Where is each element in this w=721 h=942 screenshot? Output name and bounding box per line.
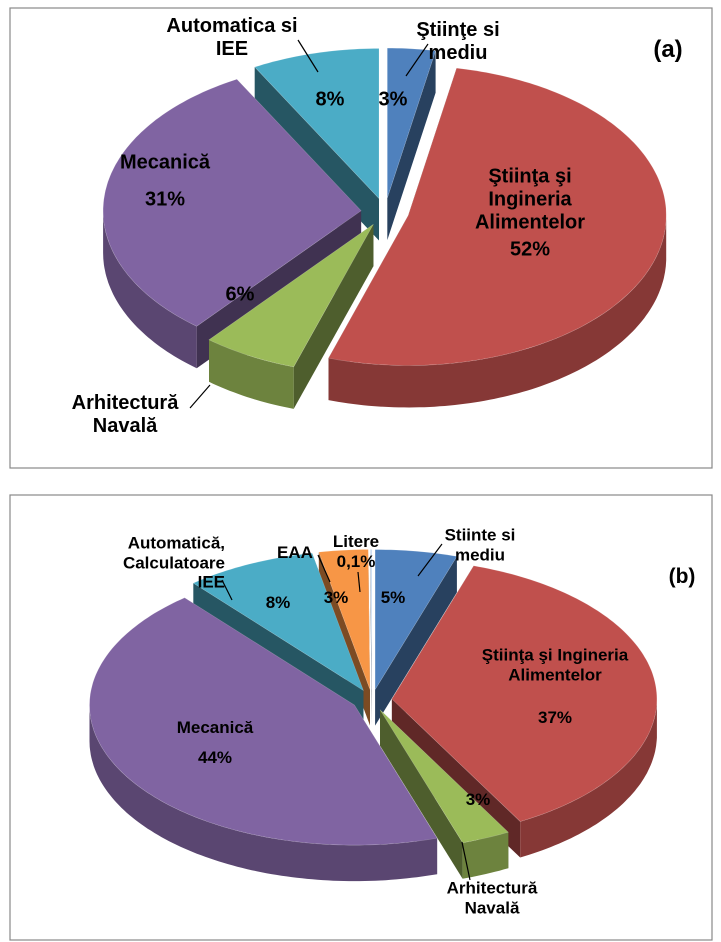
slice bbox=[102, 78, 362, 327]
slice-side bbox=[380, 709, 463, 879]
slice bbox=[318, 549, 371, 690]
chart-title: (a) bbox=[653, 36, 683, 64]
slice-name: Litere bbox=[332, 532, 380, 552]
slice bbox=[379, 709, 509, 844]
slice-side bbox=[293, 224, 374, 409]
slice bbox=[328, 67, 667, 366]
slice-percent: 0,1% bbox=[336, 552, 376, 572]
slice-name: Automatică, Calculatoare IEE bbox=[122, 533, 225, 592]
slice-name: Ştiinţa şi Ingineria Alimentelor bbox=[481, 645, 629, 684]
slice-side bbox=[370, 549, 372, 726]
slice-side bbox=[103, 210, 197, 369]
slice bbox=[374, 549, 458, 691]
leader-line bbox=[405, 43, 429, 77]
leader-line bbox=[357, 571, 361, 593]
leader-line bbox=[221, 579, 233, 601]
slice-name: Stiinte si mediu bbox=[444, 525, 516, 564]
slice-percent: 3% bbox=[378, 88, 408, 111]
slice-name: Automatica si IEE bbox=[166, 15, 298, 60]
slice bbox=[254, 48, 380, 200]
slice bbox=[89, 597, 438, 846]
slice-name: Ştiinţe si mediu bbox=[416, 19, 500, 64]
leader-line bbox=[461, 841, 471, 881]
slice-side bbox=[387, 50, 436, 241]
slice bbox=[369, 549, 373, 690]
slice bbox=[387, 47, 437, 199]
slice-percent: 44% bbox=[197, 748, 233, 768]
slice-percent: 8% bbox=[265, 593, 291, 613]
slice-percent: 52% bbox=[509, 238, 551, 261]
slice-name: EAA bbox=[277, 543, 313, 563]
slice-side bbox=[89, 705, 438, 882]
slice-percent: 5% bbox=[380, 588, 406, 608]
slice-percent: 3% bbox=[323, 588, 349, 608]
slice-name: Arhitectură Navală bbox=[446, 878, 538, 917]
slice-name: Ştiinţa şi Ingineria Alimentelor bbox=[474, 165, 586, 234]
slice-side bbox=[209, 339, 294, 409]
slice-side bbox=[462, 832, 509, 879]
leader-line bbox=[189, 384, 211, 409]
slice-percent: 31% bbox=[144, 188, 186, 211]
slice-percent: 6% bbox=[225, 283, 255, 306]
slice bbox=[192, 552, 364, 692]
slice bbox=[208, 223, 374, 368]
slice-name: Arhitectură Navală bbox=[71, 392, 179, 437]
slice-side bbox=[375, 556, 457, 726]
leader-line bbox=[317, 554, 331, 583]
slice bbox=[391, 565, 658, 822]
slice-side bbox=[328, 215, 667, 408]
slice-percent: 37% bbox=[537, 708, 573, 728]
slice-percent: 3% bbox=[465, 790, 491, 810]
slice-name: Mecanică bbox=[119, 151, 211, 174]
leader-line bbox=[417, 543, 443, 577]
slice-percent: 8% bbox=[315, 88, 345, 111]
leader-line bbox=[297, 39, 319, 73]
slice-name: Mecanică bbox=[176, 718, 254, 738]
chart-title: (b) bbox=[668, 564, 696, 588]
slice-side bbox=[520, 699, 657, 858]
